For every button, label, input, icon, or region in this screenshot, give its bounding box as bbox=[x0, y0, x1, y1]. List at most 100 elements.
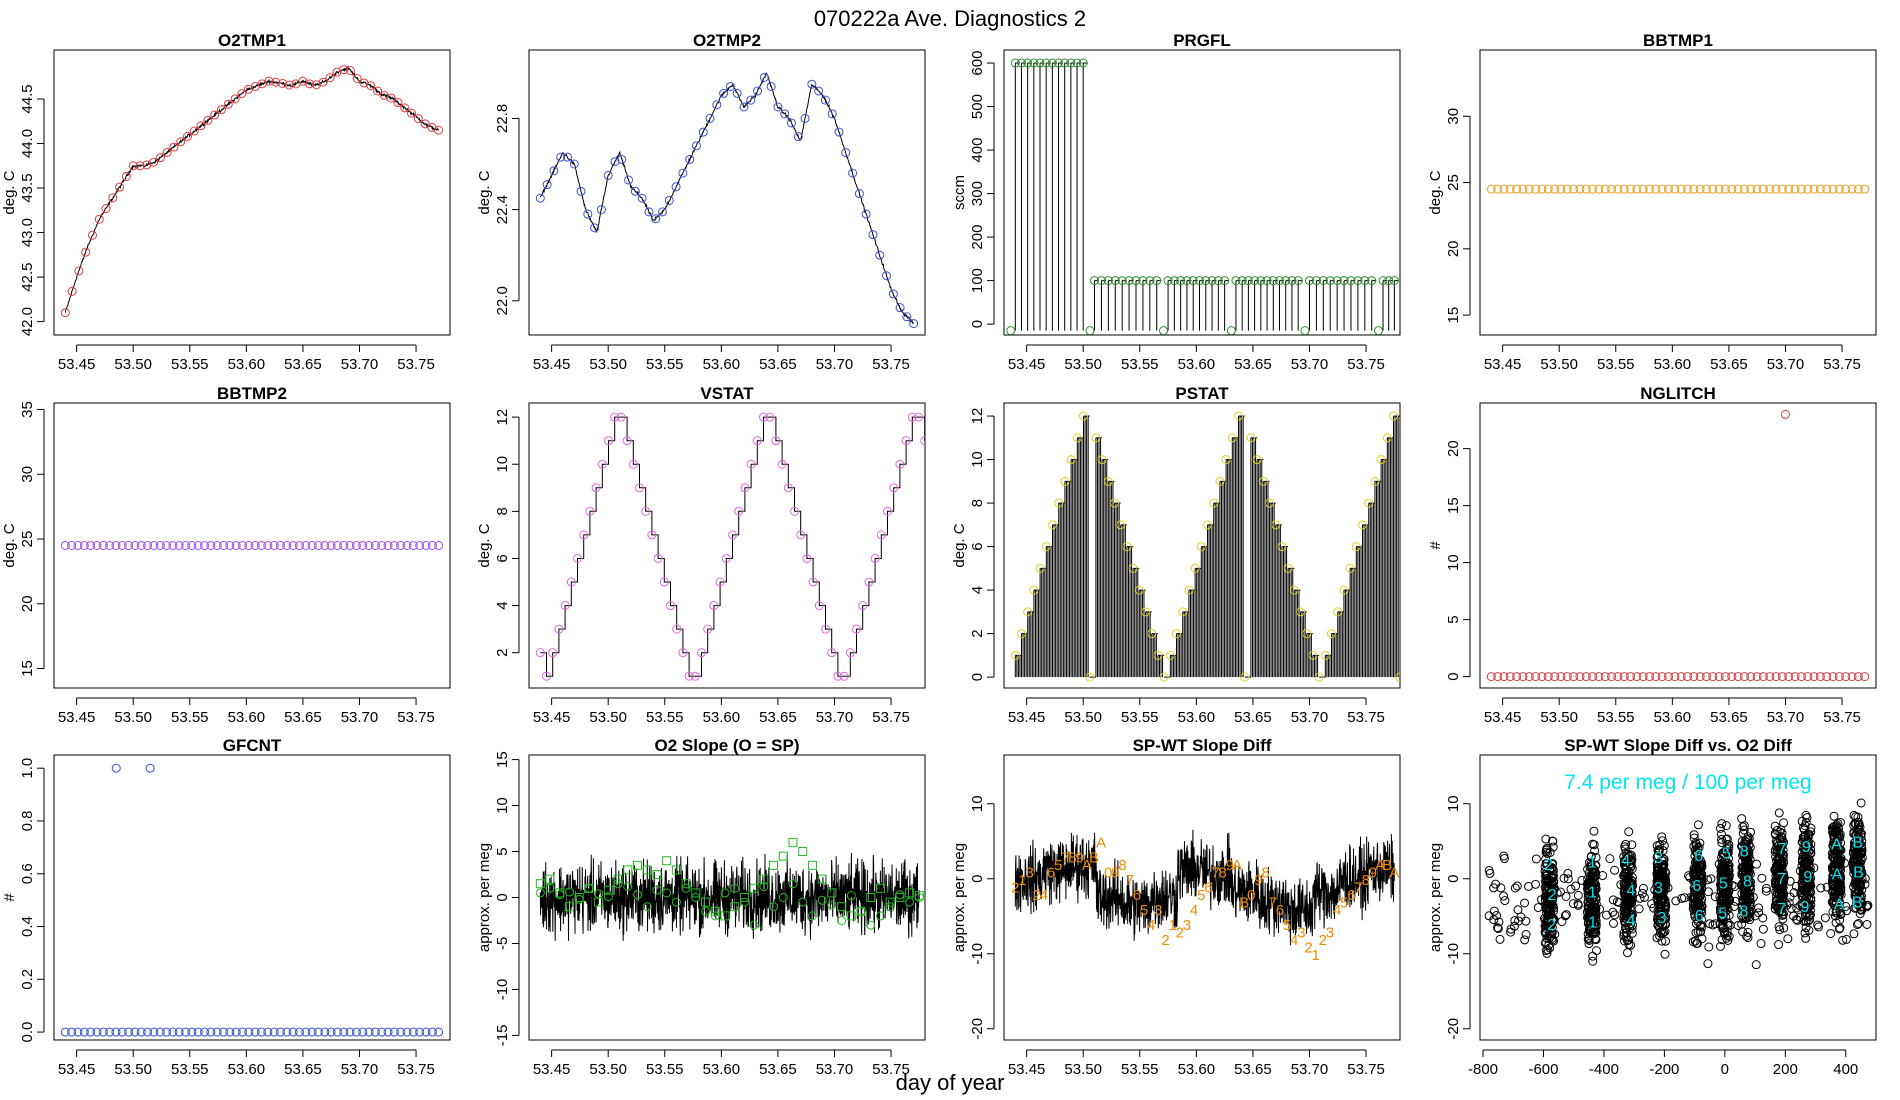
data-point bbox=[87, 230, 97, 240]
data-point bbox=[203, 115, 213, 125]
label-point: 9 bbox=[1226, 857, 1234, 874]
cluster-point bbox=[1743, 927, 1753, 937]
data-point bbox=[1066, 455, 1076, 465]
data-point bbox=[1664, 672, 1674, 682]
cloud-point bbox=[1484, 865, 1494, 875]
cluster-point bbox=[1627, 915, 1637, 925]
cluster-point bbox=[1741, 861, 1751, 871]
data-point bbox=[216, 105, 226, 115]
data-point bbox=[92, 1027, 102, 1037]
data-point bbox=[861, 209, 871, 219]
x-tick-label: 53.45 bbox=[1008, 1061, 1046, 1078]
figure-title: 070222a Ave. Diagnostics 2 bbox=[814, 6, 1086, 31]
data-point bbox=[117, 1027, 127, 1037]
cloud-point bbox=[1566, 884, 1576, 894]
cluster-point bbox=[1547, 863, 1557, 873]
data-point bbox=[111, 541, 121, 550]
data-point bbox=[1860, 672, 1870, 682]
panel-title: NGLITCH bbox=[1640, 384, 1716, 403]
y-tick-label: 12 bbox=[494, 409, 511, 426]
data-point bbox=[1221, 455, 1231, 465]
x-tick-label: 200 bbox=[1773, 1061, 1798, 1078]
cluster-label: 6 bbox=[1692, 878, 1701, 895]
circle-point bbox=[769, 902, 779, 912]
data-point bbox=[671, 182, 681, 192]
data-point bbox=[206, 541, 216, 550]
x-tick-label: 53.70 bbox=[341, 709, 379, 726]
data-point bbox=[1178, 607, 1188, 617]
label-point: 6 bbox=[1047, 864, 1055, 881]
panel-title: SP-WT Slope Diff bbox=[1133, 736, 1272, 755]
data-point bbox=[1172, 629, 1182, 639]
cluster-point bbox=[1834, 880, 1844, 890]
data-point bbox=[237, 89, 247, 99]
data-point bbox=[820, 95, 830, 105]
x-tick-label: 53.65 bbox=[284, 1061, 322, 1078]
data-point bbox=[396, 1027, 406, 1037]
data-point bbox=[1822, 672, 1832, 682]
cluster-point bbox=[1828, 825, 1838, 835]
y-tick-label: 0 bbox=[969, 673, 986, 681]
data-point bbox=[1215, 476, 1225, 486]
data-point bbox=[569, 159, 579, 169]
data-point bbox=[1072, 433, 1082, 443]
cloud-point bbox=[1754, 908, 1764, 918]
cluster-point bbox=[1778, 914, 1788, 924]
cluster-point bbox=[1620, 923, 1630, 933]
data-point bbox=[294, 541, 304, 550]
label-point: 7 bbox=[1269, 894, 1277, 911]
data-point bbox=[658, 207, 668, 217]
data-point bbox=[383, 1027, 393, 1037]
cluster-point bbox=[1801, 897, 1811, 907]
cluster-point bbox=[1717, 912, 1727, 922]
data-point bbox=[1701, 184, 1711, 194]
cluster-point bbox=[1548, 864, 1558, 874]
data-point bbox=[1531, 184, 1541, 194]
data-point bbox=[421, 541, 431, 550]
data-point bbox=[827, 648, 837, 658]
cluster-point bbox=[1856, 902, 1866, 912]
label-point: 7 bbox=[1354, 879, 1362, 896]
data-point bbox=[60, 1027, 70, 1037]
data-point bbox=[1853, 672, 1863, 682]
data-point bbox=[1110, 276, 1120, 286]
cluster-point bbox=[1718, 858, 1728, 868]
data-point bbox=[326, 541, 336, 550]
data-point bbox=[284, 80, 294, 90]
data-point bbox=[1594, 184, 1604, 194]
x-tick-label: 53.60 bbox=[228, 709, 266, 726]
data-point bbox=[678, 648, 688, 658]
cluster-point bbox=[1744, 896, 1754, 906]
x-tick-label: 0 bbox=[1721, 1061, 1729, 1078]
data-point bbox=[294, 1027, 304, 1037]
cluster-point bbox=[1835, 829, 1845, 839]
data-point bbox=[1796, 672, 1806, 682]
baseline-point bbox=[1006, 326, 1016, 335]
square-point bbox=[710, 906, 720, 916]
cluster-point bbox=[1774, 922, 1784, 932]
plot-frame bbox=[1003, 402, 1401, 689]
x-tick-label: 53.50 bbox=[114, 709, 152, 726]
data-point bbox=[383, 541, 393, 550]
data-point bbox=[1689, 184, 1699, 194]
data-point bbox=[535, 648, 545, 658]
cluster-point bbox=[1720, 927, 1730, 937]
data-point bbox=[389, 1027, 399, 1037]
x-tick-label: 53.60 bbox=[1178, 1061, 1216, 1078]
x-tick-label: 53.45 bbox=[1484, 356, 1522, 373]
circle-point bbox=[545, 883, 555, 893]
data-point bbox=[814, 601, 824, 611]
data-point bbox=[1784, 184, 1794, 194]
x-tick-label: 53.70 bbox=[816, 356, 854, 373]
x-tick-label: 53.75 bbox=[397, 1061, 435, 1078]
data-point bbox=[690, 671, 700, 681]
data-point bbox=[1524, 184, 1534, 194]
data-point bbox=[1752, 672, 1762, 682]
cluster-label: 7 bbox=[1777, 871, 1786, 888]
cluster-label: 3 bbox=[1654, 850, 1663, 867]
cluster-point bbox=[1802, 879, 1812, 889]
square-point bbox=[701, 897, 711, 907]
cluster-point bbox=[1854, 867, 1864, 877]
cluster-point bbox=[1715, 941, 1725, 951]
data-point bbox=[807, 79, 817, 89]
